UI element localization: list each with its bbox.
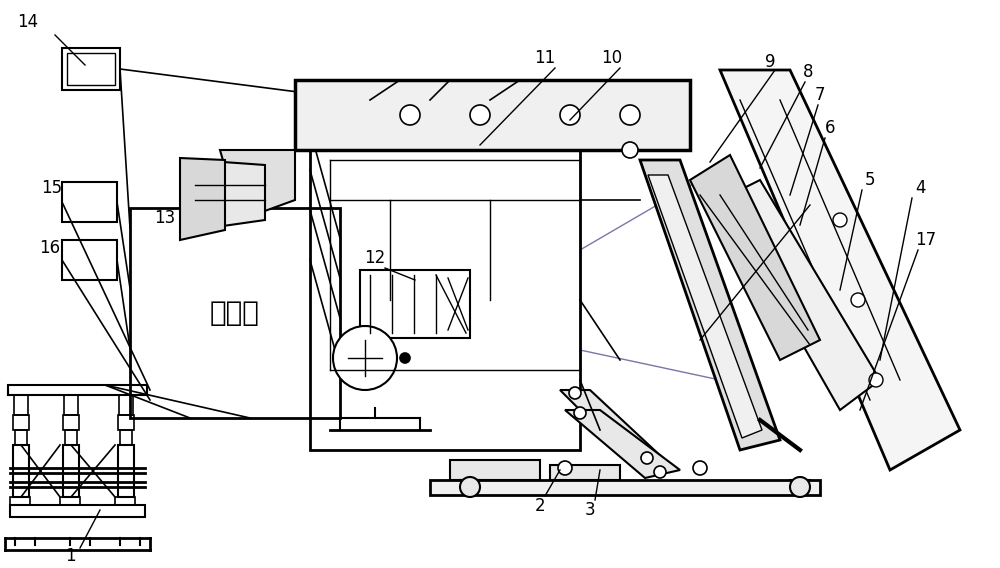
Bar [14,395,28,415]
Text: 2: 2 [535,497,545,515]
Text: 1: 1 [65,547,75,565]
Bar [8,385,147,395]
Bar [10,505,145,517]
Text: 4: 4 [915,179,925,197]
Circle shape [400,353,410,363]
Text: 7: 7 [815,86,825,104]
Polygon shape [550,465,620,480]
Circle shape [470,105,490,125]
Circle shape [560,105,580,125]
Polygon shape [220,150,295,220]
Bar [118,445,134,497]
Text: 16: 16 [39,239,61,257]
Bar [10,497,30,505]
Bar [119,395,133,415]
Circle shape [833,213,847,227]
Polygon shape [690,155,820,360]
Polygon shape [648,175,762,438]
Text: 6: 6 [825,119,835,137]
Bar [360,270,470,338]
Polygon shape [565,410,680,478]
Polygon shape [450,460,540,480]
Text: 10: 10 [601,49,623,67]
Bar [120,430,132,445]
Circle shape [569,387,581,399]
Circle shape [869,373,883,387]
Text: 15: 15 [41,179,63,197]
Bar [130,208,340,418]
Text: 8: 8 [803,63,813,81]
Polygon shape [720,70,960,470]
Text: 控制器: 控制器 [210,299,260,327]
Bar [63,445,79,497]
Polygon shape [180,158,225,240]
Circle shape [400,105,420,125]
Bar [118,415,134,430]
Circle shape [460,477,480,497]
Circle shape [790,477,810,497]
Polygon shape [430,480,820,495]
Bar [62,48,120,90]
Circle shape [693,461,707,475]
Bar [60,497,80,505]
Circle shape [333,326,397,390]
Bar [67,53,115,85]
Polygon shape [295,80,690,150]
Circle shape [641,452,653,464]
Polygon shape [560,390,665,465]
Polygon shape [195,160,265,230]
Bar [64,395,78,415]
Bar [65,430,77,445]
Bar [62,240,117,280]
Circle shape [851,293,865,307]
Bar [13,415,29,430]
Bar [13,445,29,497]
Text: 17: 17 [915,231,937,249]
Polygon shape [720,180,880,410]
Polygon shape [640,160,780,450]
Circle shape [622,142,638,158]
Bar [62,182,117,222]
Bar [63,415,79,430]
Text: 14: 14 [17,13,39,31]
Circle shape [574,407,586,419]
Text: 11: 11 [534,49,556,67]
Bar [115,497,135,505]
Circle shape [620,105,640,125]
Circle shape [558,461,572,475]
Text: 3: 3 [585,501,595,519]
Text: 5: 5 [865,171,875,189]
Bar [15,430,27,445]
Text: 9: 9 [765,53,775,71]
Bar [310,100,580,450]
Text: 13: 13 [154,209,176,227]
Text: 12: 12 [364,249,386,267]
Circle shape [654,466,666,478]
